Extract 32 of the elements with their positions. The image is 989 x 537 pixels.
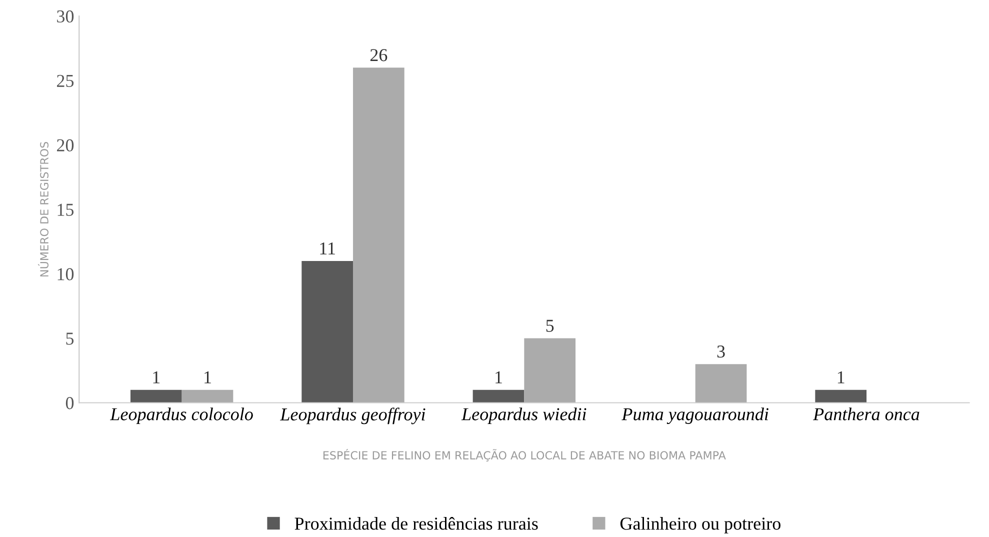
data-label: 5 (546, 320, 554, 332)
x-tick-label: Panthera onca (813, 408, 920, 420)
bar (352, 68, 404, 403)
y-tick-label: 10 (58, 268, 74, 280)
legend-label: Galinheiro ou potreiro (620, 517, 780, 534)
legend-label: Proximidade de residências rurais (294, 517, 538, 530)
x-tick-label: Leopardus geoffroyi (280, 408, 426, 424)
y-tick-label: 5 (66, 332, 74, 345)
bar (182, 390, 234, 403)
data-label: 1 (496, 371, 502, 384)
y-axis-title: NÚMERO DE REGISTROS (38, 142, 48, 276)
x-tick-label: Leopardus colocolo (110, 408, 253, 424)
x-tick-label: Leopardus wiedii (461, 408, 586, 424)
data-label: 1 (204, 371, 211, 384)
data-label: 1 (838, 371, 844, 384)
y-tick-label: 20 (56, 139, 74, 152)
x-axis-title: ESPÉCIE DE FELINO EM RELAÇÃO AO LOCAL DE ABATE NO BIOMA PAMPA (323, 449, 726, 462)
bar (524, 338, 576, 403)
bar (302, 260, 353, 403)
y-tick-label: 30 (57, 10, 74, 23)
y-tick-label: 15 (58, 204, 74, 216)
x-tick-label: Puma yagouaroundi (622, 408, 768, 424)
data-label: 1 (153, 371, 160, 384)
y-tick-label: 0 (66, 397, 74, 410)
bar (695, 364, 747, 403)
data-label: 11 (320, 242, 335, 254)
data-label: 3 (717, 346, 725, 358)
bar (815, 390, 867, 403)
data-label: 26 (370, 49, 388, 62)
y-tick-label: 25 (56, 74, 74, 87)
bar (472, 390, 524, 403)
bar (130, 390, 182, 403)
